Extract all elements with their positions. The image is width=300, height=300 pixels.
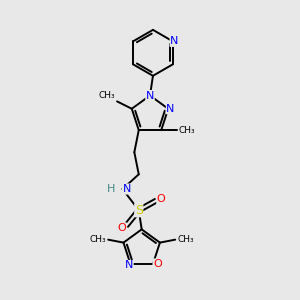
Text: N: N — [125, 260, 133, 271]
Text: CH₃: CH₃ — [98, 91, 115, 100]
Text: O: O — [157, 194, 166, 204]
Text: H: H — [107, 184, 115, 194]
Text: O: O — [118, 223, 126, 233]
Text: CH₃: CH₃ — [179, 126, 196, 135]
Text: N: N — [123, 184, 131, 194]
Text: CH₃: CH₃ — [89, 235, 106, 244]
Text: N: N — [167, 104, 175, 114]
Text: O: O — [153, 259, 162, 269]
Text: N: N — [146, 91, 154, 100]
Text: S: S — [135, 204, 143, 217]
Text: CH₃: CH₃ — [178, 235, 194, 244]
Text: N: N — [170, 36, 178, 46]
